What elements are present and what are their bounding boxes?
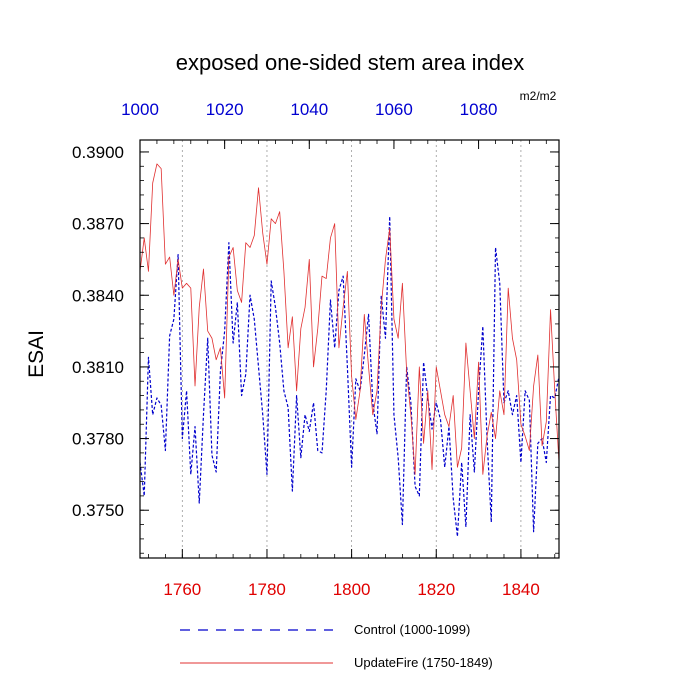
legend-label-1: Control (1000-1099) [354,622,470,637]
x-bottom-tick-label: 1800 [333,580,371,599]
x-gridlines [181,140,522,558]
y-tick-label: 0.3810 [72,358,124,377]
series-layer [139,163,560,538]
x-top-tick-label: 1020 [206,100,244,119]
x-top-tick-label: 1040 [290,100,328,119]
x-bottom-tick-label: 1760 [163,580,201,599]
y-tick-label: 0.3750 [72,501,124,520]
chart-title: exposed one-sided stem area index [176,50,525,75]
y-tick-label: 0.3870 [72,215,124,234]
y-axis-label: ESAI [25,330,48,378]
series-line-2 [139,163,560,475]
x-bottom-tick-label: 1840 [502,580,540,599]
y-tick-label: 0.3840 [72,286,124,305]
legend: Control (1000-1099) UpdateFire (1750-1849… [180,622,493,670]
y-tick-label: 0.3780 [72,430,124,449]
y-tick-label: 0.3900 [72,143,124,162]
x-top-tick-label: 1000 [121,100,159,119]
x-bottom-tick-label: 1780 [248,580,286,599]
legend-label-2: UpdateFire (1750-1849) [354,655,493,670]
series-line-1 [139,215,560,538]
x-bottom-tick-label: 1820 [417,580,455,599]
units-label: m2/m2 [520,89,557,103]
plot-frame [139,139,560,559]
x-top-tick-label: 1060 [375,100,413,119]
x-top-tick-label: 1080 [460,100,498,119]
axes: 0.3750 0.3780 0.3810 0.3840 0.3870 0.3900 1760… [72,100,560,599]
